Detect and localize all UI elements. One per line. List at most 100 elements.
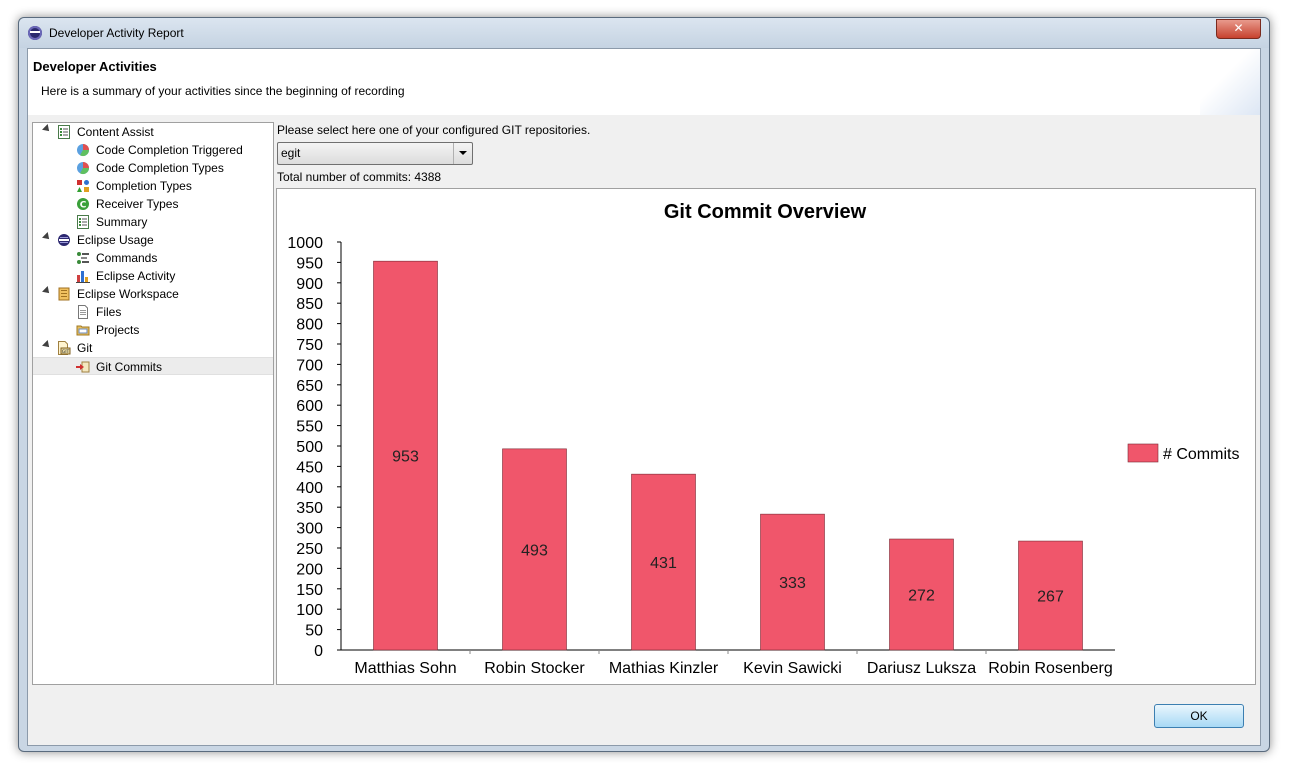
bar-value-label: 953 — [392, 449, 419, 466]
commit-chart-panel: Git Commit Overview 0 50 100 150 200 250 300 350… — [276, 188, 1256, 685]
y-tick-label: 950 — [296, 255, 323, 272]
svg-text:C: C — [80, 201, 87, 211]
tree-item-code-completion-types[interactable]: Code Completion Types — [33, 159, 273, 177]
tree-item-label: Code Completion Types — [96, 161, 224, 175]
commands-icon — [76, 251, 90, 265]
tree-item-receiver-types[interactable]: C Receiver Types — [33, 195, 273, 213]
y-tick-label: 100 — [296, 602, 323, 619]
tree-item-label: Commands — [96, 251, 158, 265]
tree-item-files[interactable]: Files — [33, 303, 273, 321]
y-tick-label: 350 — [296, 500, 323, 517]
tree-item-label: Files — [96, 305, 122, 319]
bar-value-label: 272 — [908, 588, 935, 605]
file-icon — [76, 305, 90, 319]
y-tick-label: 750 — [296, 337, 323, 354]
tree-item-summary[interactable]: Summary — [33, 213, 273, 231]
y-tick-label: 50 — [305, 623, 323, 640]
y-tick-label: 550 — [296, 419, 323, 436]
x-tick-label: Matthias Sohn — [354, 660, 456, 677]
y-tick-label: 1000 — [287, 235, 323, 252]
tree-item-code-completion-triggered[interactable]: Code Completion Triggered — [33, 141, 273, 159]
chevron-down-icon[interactable] — [453, 143, 472, 164]
eclipse-app-icon — [28, 26, 42, 40]
tree-item-label: Content Assist — [77, 125, 154, 139]
svg-text:GIT: GIT — [62, 349, 70, 355]
title-banner: Developer Activities Here is a summary o… — [28, 49, 1260, 115]
x-tick-label: Robin Stocker — [484, 660, 585, 677]
repository-dropdown[interactable]: egit — [277, 142, 473, 165]
expand-arrow-icon[interactable] — [42, 232, 52, 242]
ok-button[interactable]: OK — [1154, 704, 1244, 728]
folder-icon — [76, 323, 90, 337]
y-tick-label: 250 — [296, 541, 323, 558]
tree-item-label: Completion Types — [96, 179, 192, 193]
git-icon: GIT — [57, 341, 71, 355]
tree-item-content-assist[interactable]: Content Assist — [33, 123, 273, 141]
dialog-window: Developer Activity Report ✕ Developer Ac… — [18, 17, 1270, 752]
tree-item-projects[interactable]: Projects — [33, 321, 273, 339]
tree-item-label: Git — [77, 341, 93, 355]
tree-item-eclipse-activity[interactable]: Eclipse Activity — [33, 267, 273, 285]
bar-dariusz-luksza — [889, 538, 954, 651]
tree-item-label: Summary — [96, 215, 148, 229]
bar-robin-rosenberg — [1018, 540, 1083, 651]
tree-item-label: Projects — [96, 323, 140, 337]
bar-value-label: 267 — [1037, 589, 1064, 606]
y-tick-label: 700 — [296, 357, 323, 374]
y-tick-label: 850 — [296, 296, 323, 313]
dialog-client-area: Developer Activities Here is a summary o… — [27, 48, 1261, 746]
bar-robin-stocker — [502, 448, 567, 651]
pie-chart-icon — [76, 161, 90, 175]
title-bar: Developer Activity Report ✕ — [19, 18, 1269, 48]
repository-dropdown-value: egit — [281, 146, 301, 160]
x-tick-label: Dariusz Luksza — [867, 660, 976, 677]
tree-item-completion-types[interactable]: Completion Types — [33, 177, 273, 195]
repository-prompt: Please select here one of your configure… — [277, 123, 591, 137]
banner-title: Developer Activities — [33, 59, 157, 74]
shapes-icon — [76, 179, 90, 193]
tree-item-eclipse-usage[interactable]: Eclipse Usage — [33, 231, 273, 249]
bar-matthias-sohn — [373, 260, 438, 651]
expand-arrow-icon[interactable] — [42, 124, 52, 134]
tree-item-git[interactable]: GIT Git — [33, 339, 273, 357]
commit-bar-chart: Git Commit Overview 0 50 100 150 200 250 300 350… — [287, 201, 1239, 677]
y-tick-label: 400 — [296, 480, 323, 497]
tree-item-eclipse-workspace[interactable]: Eclipse Workspace — [33, 285, 273, 303]
workspace-icon — [57, 287, 71, 301]
navigation-tree[interactable]: Content Assist Code Completion Triggered C… — [32, 122, 274, 685]
x-tick-label: Mathias Kinzler — [609, 660, 719, 677]
bar-value-label: 333 — [779, 575, 806, 592]
tree-item-label: Eclipse Workspace — [77, 287, 179, 301]
tree-item-label: Git Commits — [96, 360, 162, 374]
report-panel: Please select here one of your configure… — [276, 122, 1256, 685]
tree-item-label: Receiver Types — [96, 197, 179, 211]
tree-item-label: Code Completion Triggered — [96, 143, 243, 157]
y-tick-label: 150 — [296, 582, 323, 599]
bar-kevin-sawicki — [760, 513, 825, 651]
expand-arrow-icon[interactable] — [42, 286, 52, 296]
bar-chart-icon — [76, 269, 90, 283]
bar-mathias-kinzler — [631, 473, 696, 651]
y-tick-label: 650 — [296, 378, 323, 395]
summary-icon — [57, 125, 71, 139]
banner-decoration — [1200, 49, 1260, 115]
y-tick-label: 600 — [296, 398, 323, 415]
close-button[interactable]: ✕ — [1216, 19, 1261, 39]
y-tick-label: 500 — [296, 439, 323, 456]
expand-arrow-icon[interactable] — [42, 340, 52, 350]
y-tick-label: 300 — [296, 521, 323, 538]
eclipse-icon — [57, 233, 71, 247]
y-tick-label: 200 — [296, 561, 323, 578]
pie-chart-icon — [76, 143, 90, 157]
x-tick-label: Kevin Sawicki — [743, 660, 842, 677]
y-tick-label: 800 — [296, 317, 323, 334]
legend-label: # Commits — [1163, 446, 1239, 463]
total-commits-label: Total number of commits: 4388 — [277, 170, 442, 184]
tree-item-commands[interactable]: Commands — [33, 249, 273, 267]
chart-title: Git Commit Overview — [664, 201, 867, 223]
tree-item-git-commits[interactable]: Git Commits — [33, 357, 273, 375]
summary-icon — [76, 215, 90, 229]
tree-item-label: Eclipse Activity — [96, 269, 176, 283]
x-tick-label: Robin Rosenberg — [988, 660, 1113, 677]
bar-value-label: 431 — [650, 555, 677, 572]
